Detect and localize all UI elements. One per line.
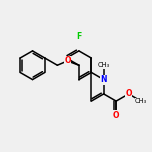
Text: O: O bbox=[125, 89, 132, 98]
Text: N: N bbox=[100, 75, 107, 84]
Text: O: O bbox=[64, 56, 71, 66]
Text: CH₃: CH₃ bbox=[135, 98, 147, 104]
Text: O: O bbox=[113, 111, 119, 120]
Text: CH₃: CH₃ bbox=[98, 62, 110, 68]
Text: F: F bbox=[76, 32, 81, 41]
